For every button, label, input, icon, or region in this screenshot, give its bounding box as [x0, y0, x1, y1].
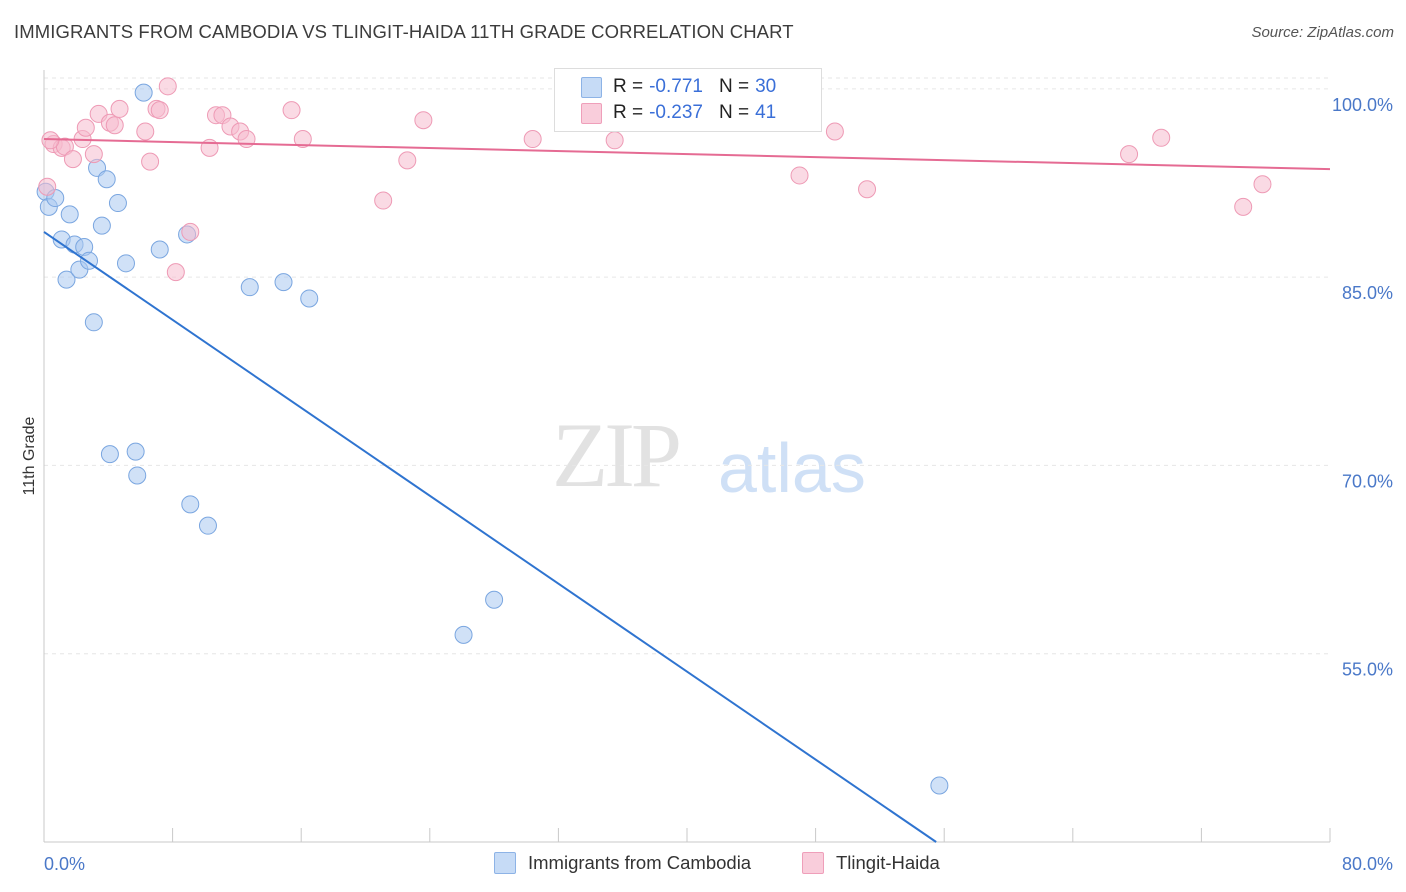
point-tlingit	[1152, 128, 1171, 147]
point-tlingit	[38, 177, 57, 196]
point-cambodia	[60, 205, 79, 224]
point-tlingit	[605, 131, 624, 150]
point-tlingit	[858, 180, 877, 199]
n-label: N =	[718, 76, 750, 97]
point-tlingit	[63, 150, 82, 169]
point-cambodia	[930, 776, 949, 795]
point-tlingit	[76, 118, 95, 137]
watermark-atlas: atlas	[718, 429, 866, 507]
stats-row-tlingit: R = -0.237 N = 41	[581, 100, 777, 126]
x-tick-label: 80.0%	[1342, 854, 1393, 874]
point-cambodia	[97, 170, 116, 189]
point-cambodia	[100, 445, 119, 464]
source-label: Source: ZipAtlas.com	[1251, 24, 1394, 41]
y-axis-label: 11th Grade	[21, 416, 38, 495]
chart-title: IMMIGRANTS FROM CAMBODIA VS TLINGIT-HAID…	[14, 21, 794, 42]
point-tlingit	[1120, 145, 1139, 164]
legend-swatch-cambodia	[494, 852, 516, 874]
point-cambodia	[126, 442, 145, 461]
r-value: -0.771	[649, 76, 703, 97]
n-value: 30	[755, 76, 777, 97]
stats-row-cambodia: R = -0.771 N = 30	[581, 74, 777, 100]
point-tlingit	[150, 101, 169, 120]
point-tlingit	[158, 77, 177, 96]
legend-label-cambodia: Immigrants from Cambodia	[528, 852, 752, 873]
point-cambodia	[84, 313, 103, 332]
point-cambodia	[274, 273, 293, 292]
point-tlingit	[398, 151, 417, 170]
legend-swatch-tlingit	[802, 852, 824, 874]
legend-swatch-cambodia	[581, 76, 602, 98]
point-tlingit	[136, 122, 155, 141]
point-cambodia	[128, 466, 147, 485]
point-tlingit	[523, 130, 542, 149]
point-tlingit	[414, 111, 433, 130]
y-tick-label: 100.0%	[1332, 95, 1393, 115]
point-cambodia	[240, 278, 259, 297]
y-tick-label: 55.0%	[1342, 660, 1393, 680]
x-tick-label: 0.0%	[44, 854, 85, 874]
point-tlingit	[293, 130, 312, 149]
point-tlingit	[374, 191, 393, 210]
trendline-tlingit	[43, 138, 1331, 171]
point-tlingit	[282, 101, 301, 120]
point-tlingit	[1234, 197, 1253, 216]
point-tlingit	[181, 222, 200, 241]
stats-legend: R = -0.771 N = 30 R = -0.237 N = 41	[554, 68, 822, 132]
point-cambodia	[300, 289, 319, 308]
point-tlingit	[105, 116, 124, 135]
legend-item-tlingit[interactable]: Tlingit-Haida	[802, 852, 940, 874]
point-cambodia	[485, 590, 504, 609]
n-value: 41	[755, 102, 777, 123]
point-cambodia	[108, 194, 127, 213]
point-cambodia	[57, 270, 76, 289]
point-tlingit	[825, 122, 844, 141]
point-tlingit	[790, 166, 809, 185]
y-tick-label: 85.0%	[1342, 283, 1393, 303]
r-value: -0.237	[649, 102, 703, 123]
point-cambodia	[134, 83, 153, 102]
point-cambodia	[198, 516, 217, 535]
r-label: R =	[613, 76, 644, 97]
legend-swatch-tlingit	[581, 102, 602, 124]
n-label: N =	[718, 102, 750, 123]
point-tlingit	[84, 145, 103, 164]
y-tick-label: 70.0%	[1342, 471, 1393, 491]
point-tlingit	[141, 152, 160, 171]
point-cambodia	[150, 240, 169, 259]
point-tlingit	[1253, 175, 1272, 194]
point-cambodia	[181, 495, 200, 514]
watermark-zip: ZIP	[552, 404, 682, 506]
series-legend: Immigrants from Cambodia Tlingit-Haida	[0, 852, 1406, 878]
legend-label-tlingit: Tlingit-Haida	[836, 852, 940, 873]
legend-item-cambodia[interactable]: Immigrants from Cambodia	[494, 852, 751, 874]
trendline-cambodia	[43, 231, 937, 843]
point-cambodia	[116, 254, 135, 273]
point-tlingit	[166, 263, 185, 282]
point-cambodia	[454, 625, 473, 644]
point-cambodia	[92, 216, 111, 235]
point-tlingit	[110, 99, 129, 118]
point-tlingit	[237, 130, 256, 149]
r-label: R =	[613, 102, 644, 123]
